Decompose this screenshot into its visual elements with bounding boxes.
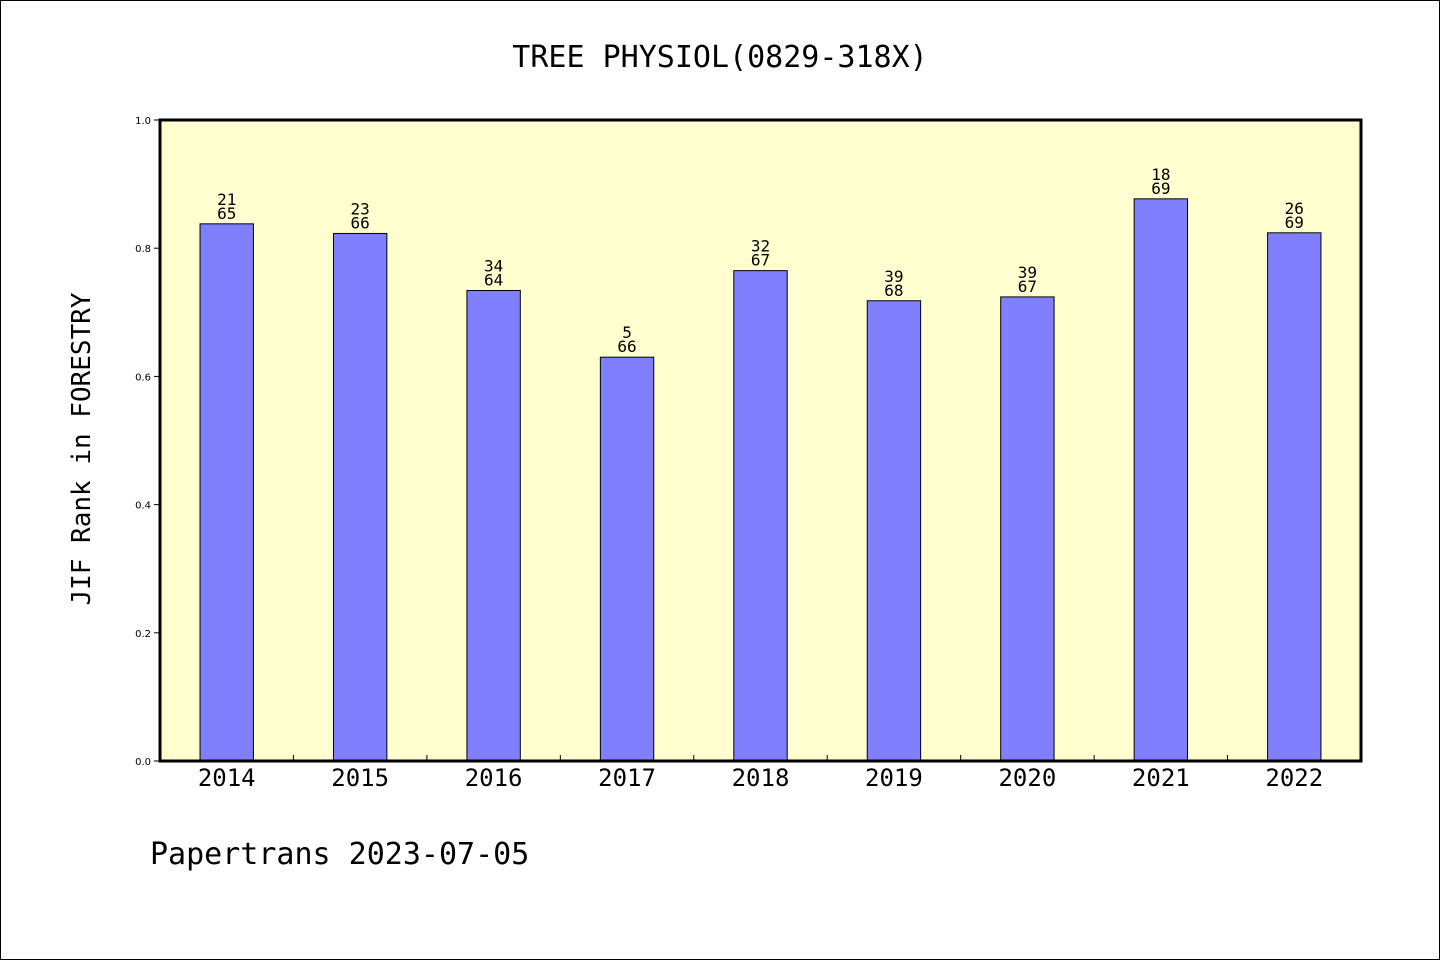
x-tick-label: 2018	[732, 764, 790, 792]
x-axis: 2014 2015 2016 2017 2018 2019 2020 2021 2022	[198, 755, 1323, 792]
y-axis-label: JIF Rank in FORESTRY	[67, 292, 97, 605]
bar-total-label: 67	[751, 251, 770, 270]
chart-title: TREE PHYSIOL(0829-318X)	[512, 40, 927, 75]
bar-total-label: 68	[884, 281, 903, 300]
bar-2020	[1000, 296, 1055, 762]
bar-rank-label: 5	[622, 323, 632, 342]
bar-total-label: 64	[484, 271, 503, 290]
bar-total-label: 69	[1285, 213, 1304, 232]
bar-total-label: 69	[1151, 179, 1170, 198]
bar-2021	[1133, 198, 1189, 762]
bar-2014	[199, 223, 254, 762]
bar-total-label: 66	[617, 337, 636, 356]
y-tick-label: 0.2	[135, 629, 151, 640]
x-tick-label: 2022	[1265, 764, 1323, 792]
bar-rank-label: 32	[751, 237, 770, 256]
x-tick-label: 2017	[598, 764, 656, 792]
bar-total-label: 67	[1018, 277, 1037, 296]
bar-rank-label: 34	[484, 257, 503, 276]
y-tick-label: 1.0	[135, 116, 151, 127]
bars-layer	[199, 198, 1322, 762]
bar-2015	[332, 232, 388, 762]
bar-total-label: 65	[217, 204, 236, 223]
x-tick-label: 2014	[198, 764, 256, 792]
x-tick-label: 2016	[465, 764, 523, 792]
bar-rank-label: 23	[351, 199, 370, 218]
bar-2017	[599, 356, 655, 762]
bar-rank-label: 21	[217, 190, 236, 209]
x-tick-label: 2021	[1132, 764, 1190, 792]
x-tick-label: 2019	[865, 764, 923, 792]
bar-2018	[733, 270, 788, 762]
y-axis: 0.0 0.2 0.4 0.6 0.8 1.0	[135, 116, 160, 768]
bar-2016	[466, 290, 521, 762]
y-tick-label: 0.0	[135, 757, 151, 768]
bar-rank-label: 26	[1285, 199, 1304, 218]
y-tick-label: 0.8	[135, 244, 151, 255]
bar-rank-label: 39	[1018, 263, 1037, 282]
footer-date-stamp: Papertrans 2023-07-05	[150, 837, 529, 872]
x-tick-label: 2015	[331, 764, 389, 792]
x-tick-label: 2020	[998, 764, 1056, 792]
bar-2019	[866, 300, 922, 762]
bar-rank-label: 18	[1151, 165, 1170, 184]
bar-2022	[1267, 232, 1322, 762]
y-tick-label: 0.4	[135, 501, 151, 512]
y-tick-label: 0.6	[135, 372, 151, 383]
bar-rank-label: 39	[884, 267, 903, 286]
plot-border	[158, 118, 1363, 763]
bar-total-label: 66	[351, 213, 370, 232]
